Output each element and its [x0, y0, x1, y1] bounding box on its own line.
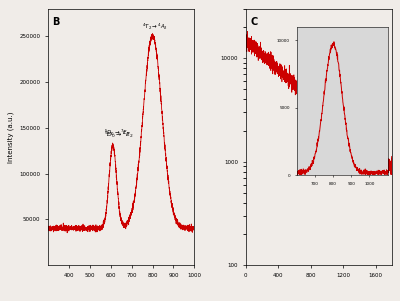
Text: $^5D_0\rightarrow ^7E_2$: $^5D_0\rightarrow ^7E_2$ — [104, 128, 131, 138]
Y-axis label: Intensity (a.u.): Intensity (a.u.) — [7, 111, 14, 163]
Text: B: B — [52, 17, 60, 27]
Text: $^4T_2\rightarrow ^4A_2$: $^4T_2\rightarrow ^4A_2$ — [142, 22, 168, 32]
Text: $^5D_0\rightarrow ^7E_2$: $^5D_0\rightarrow ^7E_2$ — [104, 130, 134, 140]
Text: C: C — [250, 17, 257, 27]
